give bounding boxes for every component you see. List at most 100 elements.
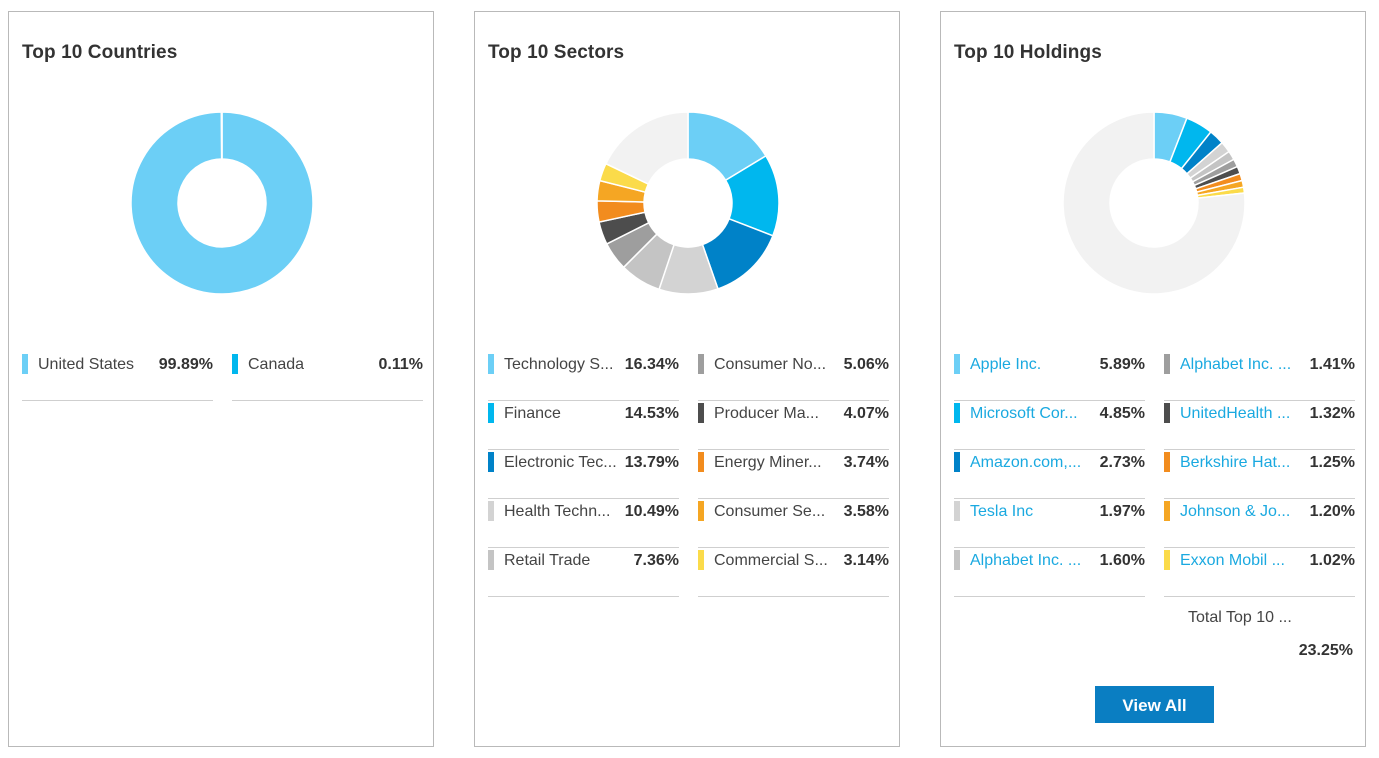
legend-item: Consumer Se... 3.58% xyxy=(698,499,889,548)
legend-swatch xyxy=(488,452,494,472)
country-slice xyxy=(130,111,314,295)
legend-item: Electronic Tec... 13.79% xyxy=(488,450,679,499)
legend-label[interactable]: Microsoft Cor... xyxy=(970,405,1078,422)
legend-value: 10.49% xyxy=(624,503,679,520)
card-title: Top 10 Sectors xyxy=(488,42,625,63)
holding-slice-other xyxy=(1062,111,1246,295)
legend-swatch xyxy=(488,403,494,423)
legend-label: Consumer No... xyxy=(714,356,827,373)
legend-swatch xyxy=(1164,501,1170,521)
legend-value: 3.74% xyxy=(843,454,889,471)
legend-label[interactable]: Johnson & Jo... xyxy=(1180,503,1291,520)
legend-swatch xyxy=(954,354,960,374)
legend-value: 1.20% xyxy=(1309,503,1355,520)
card-title: Top 10 Countries xyxy=(22,42,178,63)
legend-label[interactable]: Alphabet Inc. ... xyxy=(970,552,1082,569)
legend-item[interactable]: Alphabet Inc. ... 1.41% xyxy=(1164,352,1355,401)
legend-label[interactable]: UnitedHealth ... xyxy=(1180,405,1291,422)
legend-value: 16.34% xyxy=(624,356,679,373)
legend-label: Health Techn... xyxy=(504,503,611,520)
legend-label: Consumer Se... xyxy=(714,503,826,520)
countries-card: Top 10 Countries United States 99.89% Cana… xyxy=(8,11,434,747)
legend-value: 1.97% xyxy=(1099,503,1145,520)
legend-value: 4.85% xyxy=(1099,405,1145,422)
legend-label[interactable]: Apple Inc. xyxy=(970,356,1042,373)
legend-item[interactable]: Apple Inc. 5.89% xyxy=(954,352,1145,401)
legend-label: Technology S... xyxy=(504,356,614,373)
legend-label[interactable]: Amazon.com,... xyxy=(970,454,1082,471)
legend-item[interactable]: Johnson & Jo... 1.20% xyxy=(1164,499,1355,548)
legend-value: 1.25% xyxy=(1309,454,1355,471)
legend-value: 5.89% xyxy=(1099,356,1145,373)
legend-item: Health Techn... 10.49% xyxy=(488,499,679,548)
legend-item[interactable]: UnitedHealth ... 1.32% xyxy=(1164,401,1355,450)
sectors-donut-chart xyxy=(475,12,901,342)
legend-item: Producer Ma... 4.07% xyxy=(698,401,889,450)
legend-swatch xyxy=(954,501,960,521)
legend-swatch xyxy=(954,403,960,423)
legend-item: Consumer No... 5.06% xyxy=(698,352,889,401)
legend-swatch xyxy=(698,354,704,374)
legend-label: Commercial S... xyxy=(714,552,828,569)
total-top10-value: 23.25% xyxy=(1298,642,1353,659)
legend-value: 99.89% xyxy=(158,356,213,373)
legend-value: 1.32% xyxy=(1309,405,1355,422)
legend-column: Alphabet Inc. ... 1.41% UnitedHealth ... 1.… xyxy=(1164,352,1355,597)
sectors-card: Top 10 Sectors Technology S... 16.34% Fina… xyxy=(474,11,900,747)
legend-value: 1.41% xyxy=(1309,356,1355,373)
legend-swatch xyxy=(954,452,960,472)
legend-swatch xyxy=(1164,354,1170,374)
legend-label[interactable]: Exxon Mobil ... xyxy=(1180,552,1285,569)
legend-swatch xyxy=(1164,452,1170,472)
legend-item[interactable]: Microsoft Cor... 4.85% xyxy=(954,401,1145,450)
legend-item[interactable]: Exxon Mobil ... 1.02% xyxy=(1164,548,1355,597)
legend-value: 5.06% xyxy=(843,356,889,373)
legend-value: 4.07% xyxy=(843,405,889,422)
legend-swatch xyxy=(1164,550,1170,570)
holdings-card: Top 10 Holdings Apple Inc. 5.89% Microsoft… xyxy=(940,11,1366,747)
legend-label: United States xyxy=(38,356,135,373)
legend-label: Producer Ma... xyxy=(714,405,819,422)
sector-slice-other xyxy=(604,111,689,186)
legend-column: Technology S... 16.34% Finance 14.53% Electr… xyxy=(488,352,679,597)
legend-swatch xyxy=(488,501,494,521)
legend-label: Canada xyxy=(248,356,305,373)
legend-column: Consumer No... 5.06% Producer Ma... 4.07% En… xyxy=(698,352,889,597)
legend-swatch xyxy=(954,550,960,570)
legend-item: United States 99.89% xyxy=(22,352,213,401)
view-all-button[interactable]: View All xyxy=(1095,686,1214,723)
legend-item: Technology S... 16.34% xyxy=(488,352,679,401)
legend-label[interactable]: Tesla Inc xyxy=(970,503,1034,520)
legend-swatch xyxy=(698,452,704,472)
legend-item[interactable]: Berkshire Hat... 1.25% xyxy=(1164,450,1355,499)
legend-column: Apple Inc. 5.89% Microsoft Cor... 4.85% Amaz… xyxy=(954,352,1145,597)
legend-item: Retail Trade 7.36% xyxy=(488,548,679,597)
total-top10-label: Total Top 10 ... xyxy=(1188,609,1292,626)
legend-item: Commercial S... 3.14% xyxy=(698,548,889,597)
legend-label: Finance xyxy=(504,405,561,422)
countries-donut-chart xyxy=(9,12,435,342)
legend-value: 1.02% xyxy=(1309,552,1355,569)
legend-swatch xyxy=(698,501,704,521)
legend-swatch xyxy=(488,550,494,570)
legend-label[interactable]: Alphabet Inc. ... xyxy=(1180,356,1292,373)
legend-value: 14.53% xyxy=(624,405,679,422)
legend-value: 13.79% xyxy=(624,454,679,471)
legend-item: Canada 0.11% xyxy=(232,352,423,401)
country-slice xyxy=(220,111,223,160)
legend-label: Energy Miner... xyxy=(714,454,822,471)
legend-column: United States 99.89% xyxy=(22,352,213,401)
legend-label[interactable]: Berkshire Hat... xyxy=(1180,454,1291,471)
legend-value: 7.36% xyxy=(633,552,679,569)
legend-label: Retail Trade xyxy=(504,552,591,569)
legend-item[interactable]: Amazon.com,... 2.73% xyxy=(954,450,1145,499)
legend-column: Canada 0.11% xyxy=(232,352,423,401)
legend-value: 2.73% xyxy=(1099,454,1145,471)
legend-swatch xyxy=(488,354,494,374)
legend-value: 0.11% xyxy=(378,356,423,373)
legend-item[interactable]: Tesla Inc 1.97% xyxy=(954,499,1145,548)
holdings-donut-chart xyxy=(941,12,1367,342)
legend-label: Electronic Tec... xyxy=(504,454,617,471)
legend-item[interactable]: Alphabet Inc. ... 1.60% xyxy=(954,548,1145,597)
legend-swatch xyxy=(698,550,704,570)
